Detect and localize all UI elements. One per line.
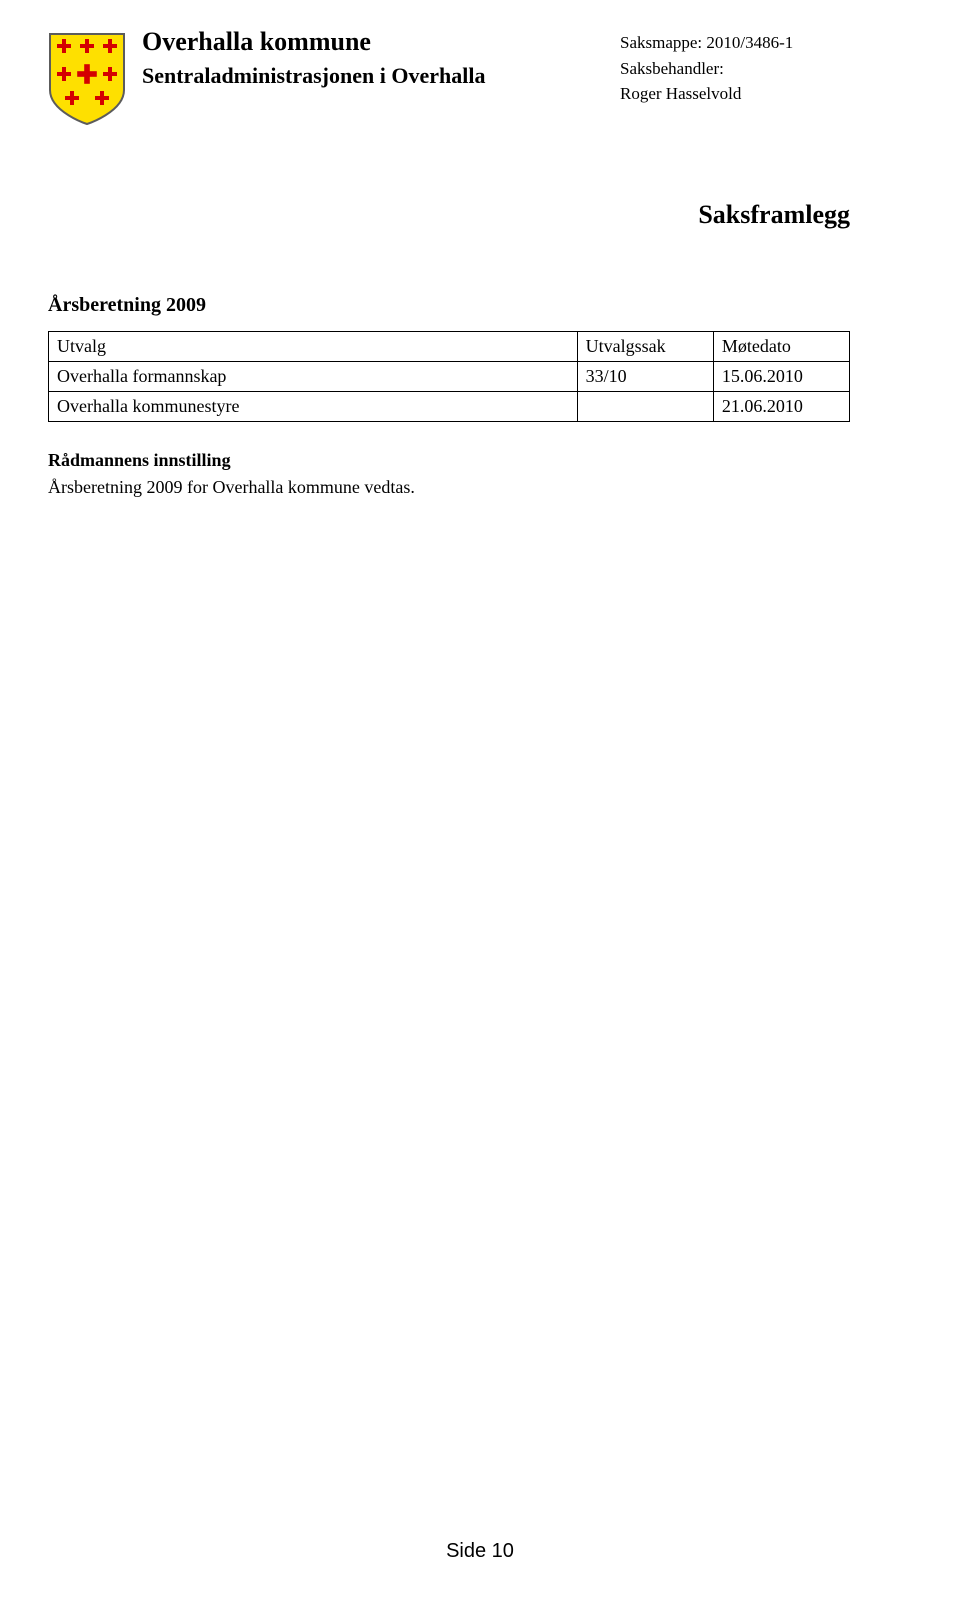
cell-dato: 15.06.2010	[713, 362, 849, 392]
recommendation-heading: Rådmannens innstilling	[48, 450, 850, 471]
org-unit: Sentraladministrasjonen i Overhalla	[142, 63, 604, 89]
cell-dato: 21.06.2010	[713, 392, 849, 422]
cell-utvalg: Overhalla kommunestyre	[49, 392, 578, 422]
table-row: Overhalla kommunestyre 21.06.2010	[49, 392, 850, 422]
saksbehandler-label: Saksbehandler:	[620, 56, 850, 82]
committee-table: Utvalg Utvalgssak Møtedato Overhalla for…	[48, 331, 850, 422]
table-header-row: Utvalg Utvalgssak Møtedato	[49, 332, 850, 362]
recommendation-text: Årsberetning 2009 for Overhalla kommune …	[48, 477, 850, 498]
municipal-crest-icon	[48, 32, 126, 126]
col-header-sak: Utvalgssak	[577, 332, 713, 362]
saksbehandler-name: Roger Hasselvold	[620, 81, 850, 107]
cell-utvalg: Overhalla formannskap	[49, 362, 578, 392]
org-name: Overhalla kommune	[142, 28, 604, 57]
cell-sak: 33/10	[577, 362, 713, 392]
document-type-title: Saksframlegg	[48, 200, 850, 230]
case-title: Årsberetning 2009	[48, 294, 850, 317]
document-header: Overhalla kommune Sentraladministrasjone…	[48, 28, 850, 126]
saksmappe-label: Saksmappe:	[620, 33, 702, 52]
cell-sak	[577, 392, 713, 422]
col-header-dato: Møtedato	[713, 332, 849, 362]
table-row: Overhalla formannskap 33/10 15.06.2010	[49, 362, 850, 392]
case-meta: Saksmappe: 2010/3486-1 Saksbehandler: Ro…	[620, 28, 850, 107]
saksmappe-value: 2010/3486-1	[706, 33, 793, 52]
page-number: Side 10	[0, 1540, 960, 1563]
col-header-utvalg: Utvalg	[49, 332, 578, 362]
